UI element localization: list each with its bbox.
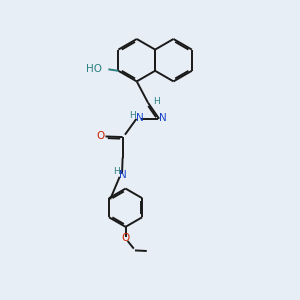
Text: N: N [136,113,144,123]
Text: H: H [153,97,160,106]
Text: N: N [119,170,127,180]
Text: H: H [113,167,119,176]
Text: O: O [122,233,130,243]
Text: H: H [129,111,135,120]
Text: HO: HO [86,64,102,74]
Text: O: O [96,131,104,142]
Text: N: N [159,113,167,123]
